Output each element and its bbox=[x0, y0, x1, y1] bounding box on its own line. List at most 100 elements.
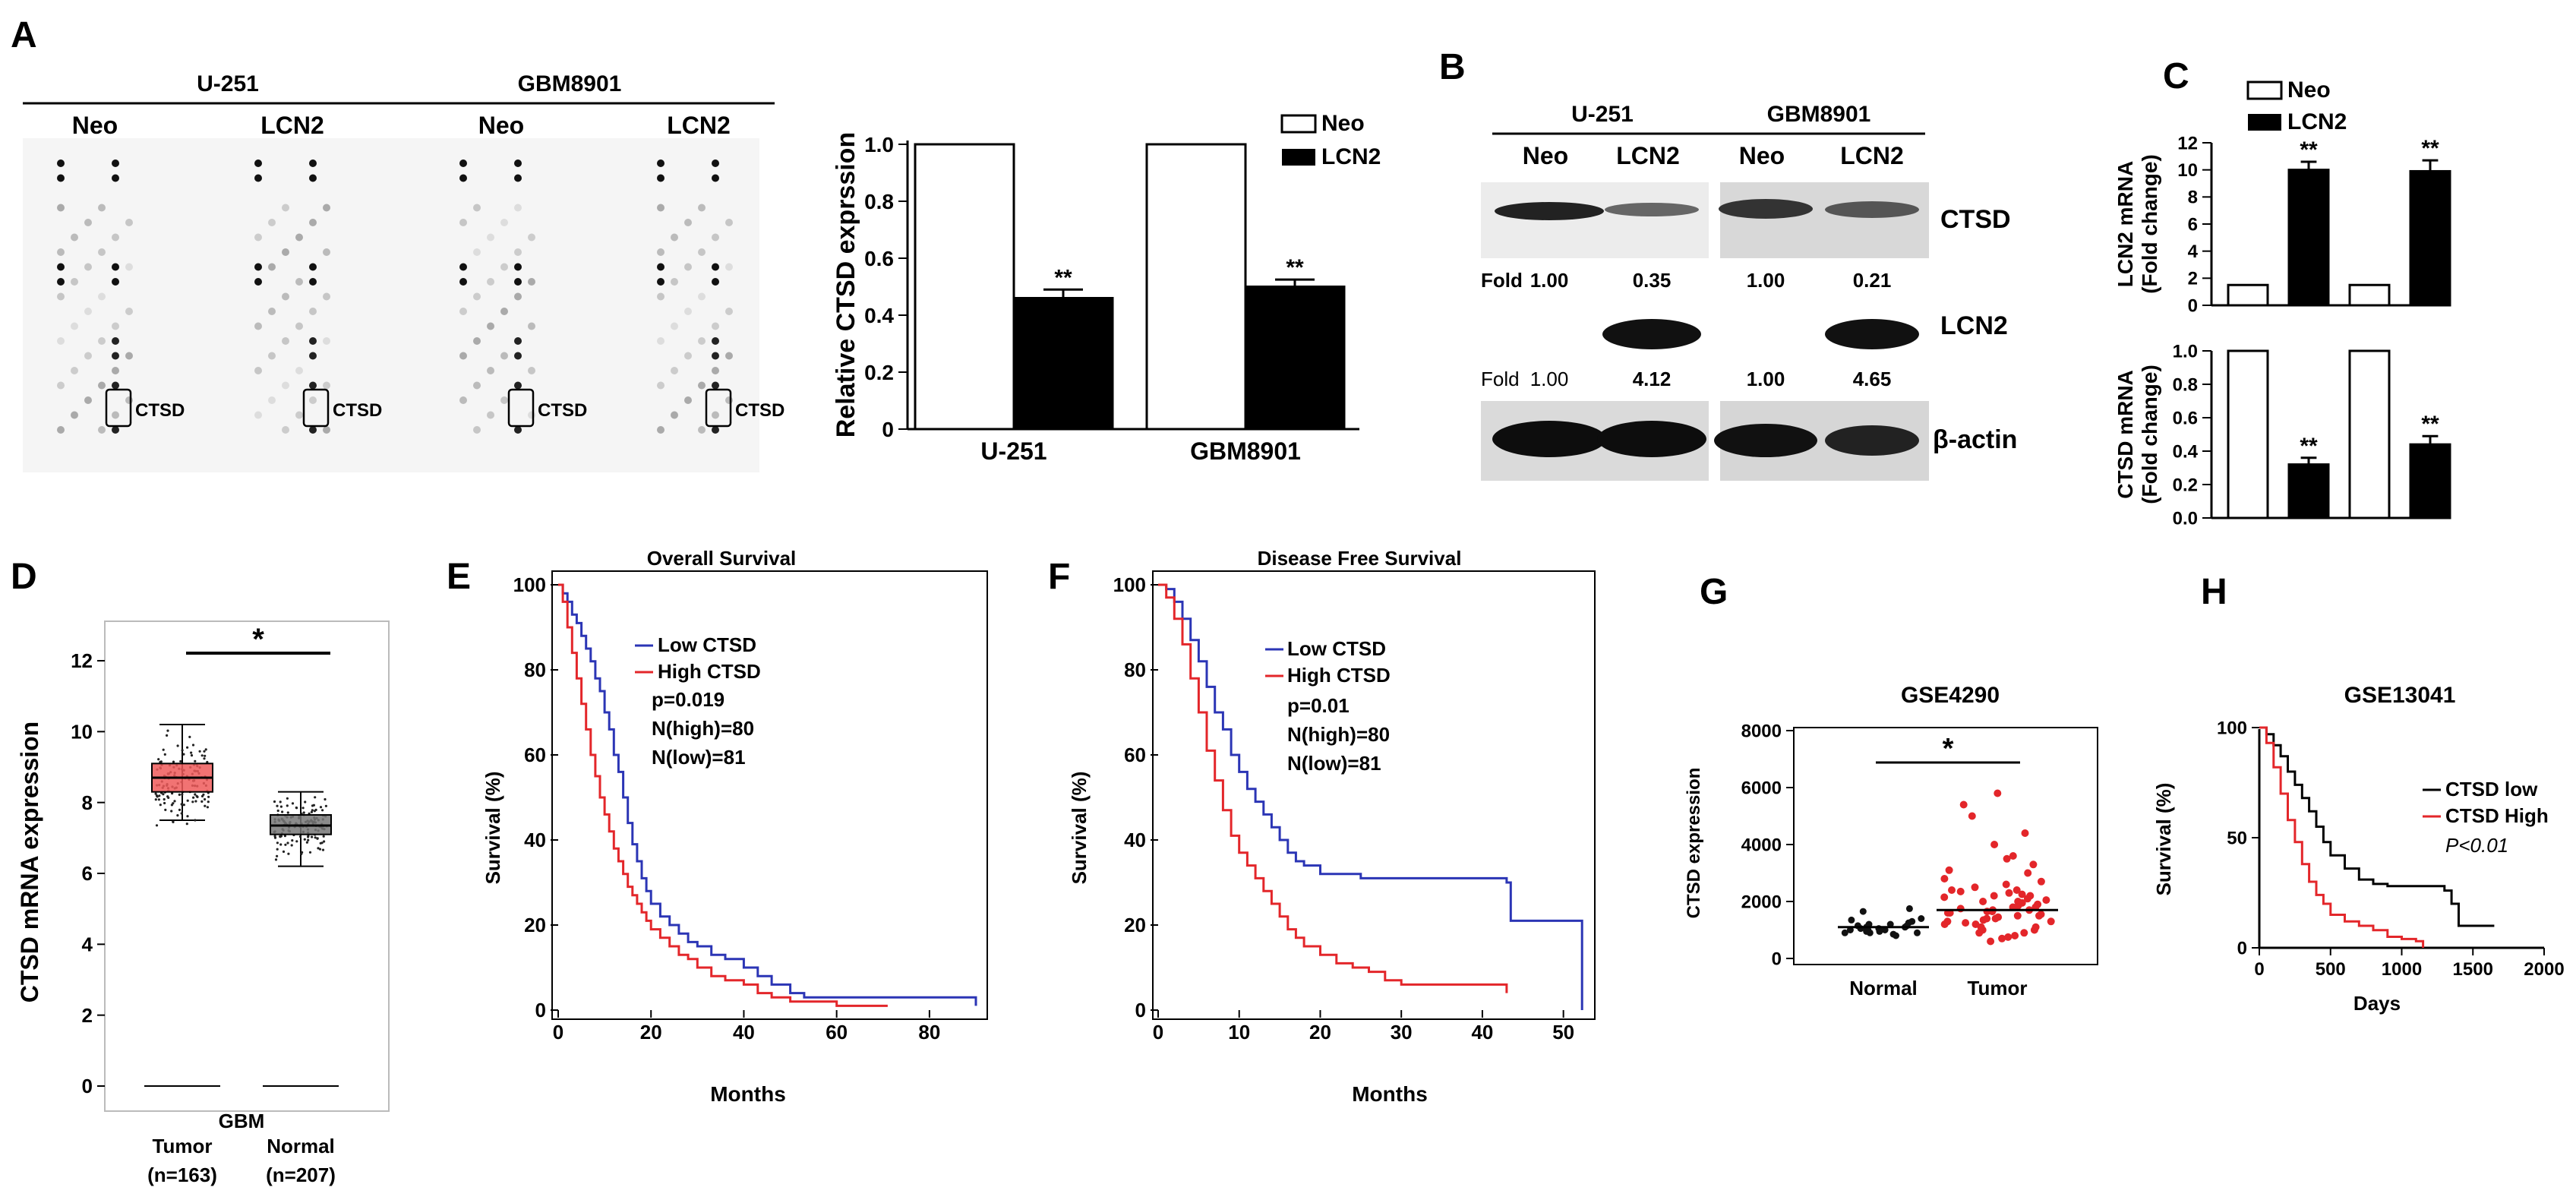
x-tick-label: 20 bbox=[640, 1021, 662, 1044]
scatter-point-tumor bbox=[1956, 905, 1965, 913]
scatter-point-tumor bbox=[1940, 893, 1949, 901]
jitter-point bbox=[156, 795, 159, 798]
scatter-point-tumor bbox=[1968, 812, 1976, 820]
array-dot bbox=[98, 426, 106, 434]
array-dot bbox=[514, 337, 522, 345]
jitter-point bbox=[207, 795, 210, 798]
actin-band bbox=[1714, 424, 1817, 457]
array-dot bbox=[712, 337, 719, 345]
array-dot bbox=[295, 411, 303, 419]
array-dot bbox=[514, 278, 522, 286]
jitter-point bbox=[181, 803, 184, 806]
array-dot bbox=[71, 233, 78, 242]
y-tick-label: 8000 bbox=[1741, 721, 1782, 741]
band-label-ctsd: CTSD bbox=[1940, 205, 2011, 234]
jitter-point bbox=[190, 754, 194, 757]
array-dot bbox=[57, 426, 65, 434]
array-dot bbox=[125, 308, 133, 315]
array-dot bbox=[487, 367, 494, 374]
legend-label: Neo bbox=[2287, 77, 2331, 103]
fold-value: 0.21 bbox=[1853, 269, 1892, 292]
panelA-array-header: U-251 GBM8901 Neo LCN2 Neo LCN2 bbox=[23, 71, 775, 139]
panelG-scatter-plot: GSE4290 CTSD expression Normal Tumor * 0… bbox=[1684, 683, 2098, 999]
array-dot bbox=[698, 292, 706, 301]
scatter-point-tumor bbox=[2021, 829, 2029, 837]
y-tick-label: 2 bbox=[82, 1004, 93, 1027]
blot-group-label: U-251 bbox=[1571, 102, 1634, 127]
jitter-point bbox=[172, 820, 175, 823]
array-group-label: GBM8901 bbox=[518, 71, 622, 96]
jitter-point bbox=[276, 848, 279, 851]
array-dot bbox=[254, 233, 262, 242]
array-dot bbox=[712, 263, 719, 271]
panelH-km-plot: GSE13041 Survival (%) Days CTSD low CTSD… bbox=[2152, 683, 2565, 1015]
jitter-point bbox=[310, 810, 313, 813]
array-dot bbox=[657, 248, 665, 256]
panel-letter-D: D bbox=[11, 557, 37, 597]
jitter-point bbox=[302, 811, 305, 814]
array-dot bbox=[657, 263, 665, 271]
jitter-point bbox=[181, 793, 184, 796]
x-tick-sublabel: (n=207) bbox=[266, 1164, 336, 1186]
fold-value: 1.00 bbox=[1747, 368, 1785, 390]
chart-title: GSE13041 bbox=[2344, 683, 2456, 708]
y-tick-label: 50 bbox=[2227, 828, 2247, 848]
y-tick-label: 6000 bbox=[1741, 778, 1782, 798]
array-dot bbox=[712, 322, 719, 330]
y-tick-label: 0.4 bbox=[2173, 441, 2199, 462]
x-tick-sublabel: (n=163) bbox=[147, 1164, 217, 1186]
array-dot bbox=[459, 219, 467, 226]
array-dot bbox=[254, 174, 262, 182]
array-lane-label: Neo bbox=[478, 112, 524, 139]
array-dot bbox=[71, 367, 78, 374]
plot-frame bbox=[1793, 727, 2098, 965]
scatter-point-tumor bbox=[2018, 890, 2026, 898]
y-tick-label: 0.0 bbox=[2173, 508, 2198, 529]
fold-value: 1.00 bbox=[1530, 269, 1569, 292]
jitter-point bbox=[314, 796, 317, 799]
ctsd-spot-box bbox=[302, 388, 330, 428]
jitter-point bbox=[172, 760, 175, 763]
array-dot bbox=[712, 426, 719, 434]
scatter-point-normal bbox=[1859, 908, 1867, 915]
array-dot bbox=[725, 352, 733, 360]
bar-lcn2 bbox=[2409, 443, 2451, 519]
fold-value: 0.35 bbox=[1633, 269, 1672, 292]
panelE-km-plot: Overall Survival Survival (%) Months Low… bbox=[481, 547, 988, 1106]
bar-lcn2 bbox=[2287, 463, 2330, 519]
array-dot bbox=[282, 248, 289, 256]
array-dot bbox=[657, 381, 665, 390]
array-dot bbox=[112, 381, 119, 390]
jitter-point bbox=[194, 819, 197, 822]
x-tick-label: 20 bbox=[1309, 1021, 1331, 1044]
y-tick-label: 12 bbox=[71, 649, 93, 672]
jitter-point bbox=[200, 800, 204, 803]
jitter-point bbox=[191, 800, 194, 804]
stat-text: N(low)=81 bbox=[1287, 752, 1381, 775]
array-dot bbox=[323, 337, 330, 345]
bar-neo bbox=[2348, 283, 2391, 307]
jitter-point bbox=[166, 734, 169, 737]
x-tick-label: Normal bbox=[1849, 977, 1918, 999]
jitter-point bbox=[203, 750, 206, 753]
jitter-point bbox=[181, 749, 184, 752]
jitter-point bbox=[274, 858, 278, 861]
array-dot bbox=[473, 204, 481, 212]
y-tick-label: 0 bbox=[2237, 938, 2247, 958]
panel-letter-C: C bbox=[2163, 56, 2189, 96]
x-tick-label: 2000 bbox=[2524, 959, 2564, 980]
jitter-point bbox=[200, 754, 204, 757]
jitter-point bbox=[301, 807, 305, 810]
jitter-point bbox=[279, 805, 283, 808]
x-tick-label: GBM8901 bbox=[1190, 437, 1301, 465]
array-dot bbox=[268, 263, 276, 271]
x-tick-label: 1500 bbox=[2453, 959, 2493, 980]
significance-mark: ** bbox=[2421, 136, 2439, 161]
scatter-point-tumor bbox=[1959, 800, 1968, 809]
scatter-point-tumor bbox=[2011, 932, 2019, 939]
y-tick-label: 0 bbox=[535, 999, 546, 1021]
array-dot bbox=[295, 278, 303, 286]
array-dot bbox=[323, 381, 330, 390]
legend-label: Neo bbox=[1321, 111, 1365, 136]
km-curve-0 bbox=[558, 583, 977, 1006]
